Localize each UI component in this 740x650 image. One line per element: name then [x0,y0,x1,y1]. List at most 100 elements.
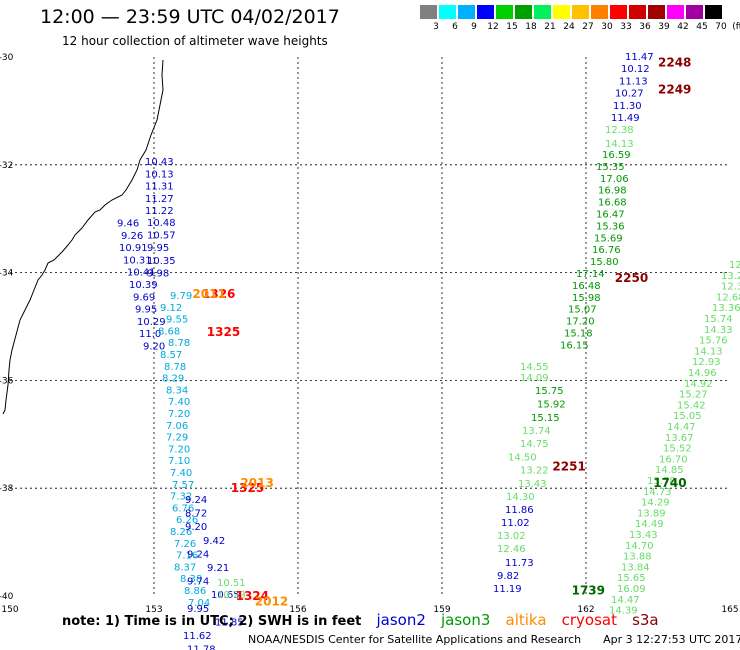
wave-height-value: 14.85 [655,465,684,476]
wave-height-value: 9.69 [133,292,155,303]
wave-height-value: 7.32 [170,492,192,503]
wave-height-value: 11.27 [145,194,174,205]
wave-height-value: 11.0 [139,329,161,340]
wave-height-value: 10.39 [129,280,158,291]
wave-height-value: 7.20 [168,444,190,455]
wave-height-value: 13.43 [518,479,547,490]
scale-label: 39 [658,22,670,32]
lat-tick-label: -36 [0,376,14,386]
lon-tick-label: 159 [433,605,450,615]
wave-height-value: 13.43 [629,530,658,541]
wave-height-value: 14.30 [506,492,535,503]
wave-height-value: 14.13 [605,139,634,150]
scale-label: 15 [506,22,518,32]
scale-label: 33 [620,22,632,32]
wave-height-value: 9.82 [497,571,519,582]
wave-height-value: 13.74 [522,426,551,437]
wave-height-value: 8.29 [162,374,184,385]
pass-time-label: 1326 [202,287,235,301]
wave-height-value: 9.26 [121,231,143,242]
axis-labels: 150 153 156 159 162 165 -30 -32 -34 -36 -38 -40 [0,53,739,615]
wave-height-value: 12.46 [497,544,526,555]
wave-height-value: 6.26 [176,515,198,526]
wave-height-value: 14.49 [635,519,664,530]
wave-height-value: 9.46 [117,219,139,230]
wave-height-value: 16.70 [659,454,688,465]
wave-height-value: 16.76 [592,245,621,256]
lon-tick-label: 150 [1,605,18,615]
wave-height-value: 12 [729,260,740,271]
wave-height-value: 13.2 [721,271,740,282]
wave-height-value: 16.48 [572,281,601,292]
pass-time-label: 2248 [658,55,691,69]
wave-height-value: 17.06 [600,174,629,185]
wave-height-value: 7.04 [188,598,210,609]
wave-height-value: 14.96 [688,368,717,379]
pass-time-label: 2011 [192,287,225,301]
pass-time-label: 1325 [207,325,240,339]
wave-height-value: 13.36 [712,303,740,314]
lat-lon-grid [10,57,730,596]
wave-height-value: 11.02 [501,518,530,529]
wave-height-value: 10.48 [147,218,176,229]
wave-height-value: 12.93 [692,357,721,368]
scale-label: 27 [582,22,594,32]
coastline [2,59,164,415]
wave-height-value: 8.78 [168,338,190,349]
map-subtitle: 12 hour collection of altimeter wave hei… [62,34,328,48]
scale-swatch [648,5,665,19]
wave-height-value: 8.26 [170,527,192,538]
scale-swatch [496,5,513,19]
scale-label: 24 [563,22,575,32]
pass-time-label: 1740 [653,476,686,490]
wave-height-value: 11.22 [145,206,174,217]
wave-height-value: 7.29 [166,433,188,444]
scale-swatch [686,5,703,19]
wave-height-value: 15.27 [679,390,708,401]
wave-height-value: 7.16 [176,551,198,562]
wave-height-value: 7.40 [168,397,190,408]
scale-label: 42 [677,22,689,32]
wave-height-value: 15.35 [596,162,625,173]
wave-height-value: 7.40 [170,468,192,479]
wave-height-value: 9.95 [187,604,209,615]
wave-height-value: 8.72 [185,509,207,520]
wave-height-value: 15.80 [590,257,619,268]
pass-time-label: 2251 [552,460,585,474]
lon-tick-label: 165 [721,605,738,615]
wave-height-value: 9.79 [170,291,192,302]
wave-height-value: 16.98 [598,186,627,197]
lat-tick-label: -38 [0,484,14,494]
wave-height-value: 15.52 [663,444,692,455]
wave-height-value: 10.43 [145,157,174,168]
scale-label: 45 [696,22,708,32]
scale-swatch [534,5,551,19]
wave-height-value: 14.75 [520,439,549,450]
lon-tick-label: 153 [145,605,162,615]
wave-height-value: 9.20 [143,342,165,353]
scale-label: 30 [601,22,613,32]
wave-height-value: 14.13 [694,346,723,357]
scale-swatch [610,5,627,19]
wave-height-value: 9.24 [185,495,207,506]
wave-height-value: 8.38 [180,574,202,585]
wave-height-value: 10.51 [217,578,246,589]
wave-height-value: 11.30 [613,101,642,112]
wave-height-value: 14.09 [520,373,549,384]
wave-height-value: 15.74 [704,314,733,325]
wave-height-value: 16.59 [602,150,631,161]
scale-swatch [572,5,589,19]
wave-height-value: 12.38 [605,125,634,136]
scale-label: 18 [525,22,537,32]
pass-time-label: 2250 [615,271,648,285]
wave-height-value: 15.69 [594,233,623,244]
scale-label: 9 [471,22,477,32]
wave-height-value: 10.13 [145,169,174,180]
legend-cryosat: cryosat [561,611,617,629]
wave-height-value: 17.14 [576,269,605,280]
scale-swatch [458,5,475,19]
wave-height-value: 13.88 [623,552,652,563]
legend-jason2: jason2 [376,611,426,629]
wave-height-value: 9.98 [147,268,169,279]
wave-height-value: 10.29 [137,317,166,328]
